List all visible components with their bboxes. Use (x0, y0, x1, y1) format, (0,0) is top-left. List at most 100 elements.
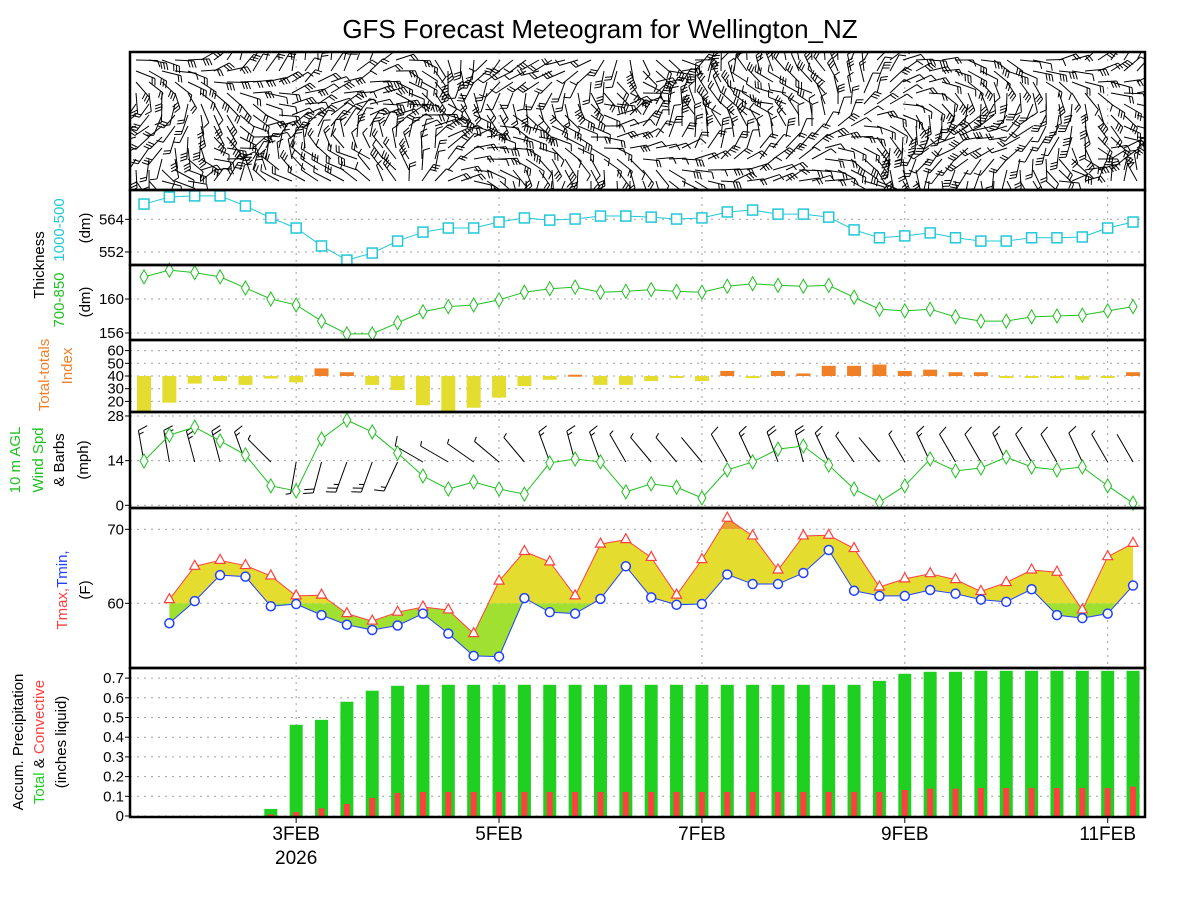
precip-total-bar (1101, 670, 1115, 816)
upper-wind-barb (369, 52, 374, 61)
upper-wind-barb-feather (779, 75, 782, 83)
upper-wind-barb-feather (403, 127, 410, 133)
upper-wind-barb (525, 125, 547, 133)
precip-total-bar (289, 724, 303, 816)
upper-wind-barb (551, 114, 568, 132)
upper-wind-barb-feather (1065, 75, 1068, 83)
upper-wind-barb-feather (308, 97, 315, 104)
upper-wind-barb (772, 134, 785, 149)
upper-wind-barb-feather (751, 171, 758, 178)
upper-wind-barb (408, 59, 431, 62)
upper-wind-barb (655, 120, 668, 138)
upper-wind-barb (239, 114, 255, 128)
upper-wind-barb (902, 169, 910, 189)
total-totals-bar (872, 364, 887, 376)
precip-total-bar (695, 684, 709, 816)
upper-wind-barb-feather (696, 116, 704, 120)
upper-wind-barb-feather (298, 94, 302, 102)
upper-wind-barb (754, 103, 774, 116)
upper-wind-barb-feather (787, 63, 792, 71)
upper-wind-barb (906, 147, 917, 166)
upper-wind-barb-feather (519, 63, 526, 69)
upper-wind-barb-feather (510, 158, 515, 166)
upper-wind-barb-feather (910, 140, 918, 145)
precip-total-bar (1050, 670, 1064, 816)
upper-wind-barb-feather (847, 63, 855, 68)
tmax-point (645, 550, 658, 562)
upper-wind-barb-feather (1039, 120, 1047, 125)
upper-wind-barb-feather (1075, 106, 1081, 113)
wind-speed-point (570, 451, 580, 468)
upper-wind-barb-feather (198, 139, 205, 145)
upper-wind-barb (995, 158, 1008, 174)
upper-wind-barb-feather (1079, 135, 1087, 140)
upper-wind-barb (837, 113, 854, 127)
upper-wind-barb-feather (932, 87, 938, 94)
upper-wind-barb-feather (908, 150, 916, 154)
upper-wind-barb-feather (640, 145, 645, 153)
upper-wind-barb (616, 180, 619, 190)
wind-speed-point (697, 489, 707, 506)
upper-wind-barb-feather (989, 94, 994, 102)
upper-wind-barb (770, 119, 774, 138)
tmin-point (443, 628, 454, 639)
precip-convective-bar (800, 791, 807, 816)
x-tick-label: 9FEB (881, 824, 929, 845)
upper-wind-barb (642, 59, 651, 75)
upper-wind-barb-feather (323, 88, 329, 96)
wind-label-unit: (mph) (75, 440, 92, 479)
upper-wind-barb (327, 149, 345, 160)
total-totals-bar (923, 369, 938, 376)
precip-convective-bar (724, 791, 731, 816)
upper-wind-barb (720, 128, 726, 149)
upper-wind-barb-feather (1128, 149, 1136, 152)
upper-wind-barb-feather (332, 128, 337, 135)
upper-wind-barb-feather (861, 175, 864, 184)
upper-wind-barb-feather (688, 81, 695, 87)
upper-wind-barb-feather (486, 67, 494, 71)
upper-wind-barb-feather (754, 64, 757, 72)
upper-wind-barb-feather (529, 169, 532, 177)
upper-wind-barb-feather (1041, 154, 1049, 157)
upper-wind-barb-feather (814, 146, 821, 152)
upper-wind-barb (797, 105, 800, 127)
precip-total-bar (670, 684, 684, 816)
upper-wind-barb-feather (379, 109, 387, 112)
total-totals-bar (1100, 376, 1115, 378)
upper-wind-barb-feather (1123, 112, 1126, 120)
upper-wind-barb-feather (907, 154, 915, 160)
upper-wind-barb (145, 158, 150, 181)
upper-wind-barb-feather (330, 104, 338, 110)
upper-wind-barb-feather (881, 171, 889, 174)
precip-total-bar (593, 684, 607, 816)
upper-wind-barb (889, 54, 900, 72)
upper-wind-barb-feather (309, 82, 316, 88)
upper-wind-barb-feather (535, 107, 544, 110)
upper-wind-barb-feather (218, 119, 224, 126)
upper-air-wind-barbs (130, 52, 1145, 190)
upper-wind-barb-feather (1099, 85, 1102, 93)
upper-wind-barb-feather (209, 88, 212, 96)
upper-wind-barb (369, 98, 390, 105)
upper-wind-barb (694, 75, 697, 94)
upper-wind-barb-feather (759, 67, 762, 75)
upper-wind-barb-feather (543, 182, 549, 189)
tmin-point (975, 594, 987, 605)
precip-convective-bar (369, 797, 376, 816)
upper-wind-barb-feather (433, 88, 436, 96)
upper-wind-barb (343, 52, 347, 61)
upper-wind-barb-feather (407, 99, 410, 107)
upper-wind-barb-feather (262, 114, 267, 122)
upper-wind-barb-feather (192, 154, 200, 158)
y-tick-label: 564 (99, 211, 124, 228)
upper-wind-barb-feather (154, 103, 162, 107)
upper-wind-barb-feather (802, 90, 805, 98)
upper-wind-barb-feather (893, 110, 898, 117)
thickness-1000-500-point (772, 208, 784, 220)
upper-wind-barb-feather (1033, 125, 1041, 127)
upper-wind-barb-feather (746, 61, 751, 69)
upper-wind-barb-feather (554, 59, 560, 66)
upper-wind-barb-feather (1045, 73, 1048, 81)
upper-wind-barb (967, 81, 984, 95)
upper-wind-barb-feather (641, 103, 648, 108)
